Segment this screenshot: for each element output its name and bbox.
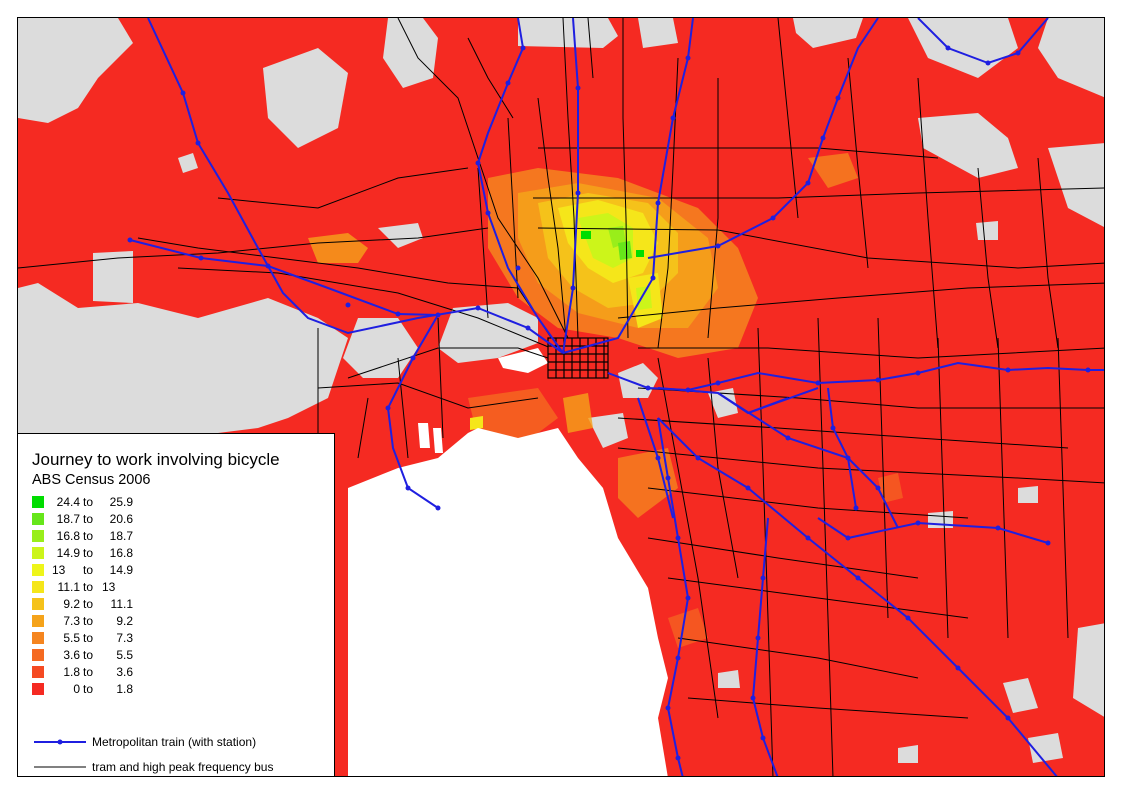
legend-class-high: 16.8	[109, 546, 133, 560]
legend-class-low: 14.9	[56, 546, 80, 560]
train-line-symbol	[34, 739, 86, 745]
legend-class-to: to	[83, 648, 94, 662]
legend-class: 11.1 to 13	[32, 580, 232, 594]
legend-train-label: Metropolitan train (with station)	[92, 735, 257, 749]
tram-line-symbol	[34, 766, 86, 768]
legend-class-low: 7.3	[63, 614, 80, 628]
legend-class-to: to	[83, 682, 94, 696]
legend-class: 3.6 to 5.5	[32, 648, 232, 662]
legend-title: Journey to work involving bicycle	[32, 450, 280, 469]
legend-class-low: 3.6	[63, 648, 80, 662]
legend-class-high: 7.3	[116, 631, 133, 645]
legend-tram-label: tram and high peak frequency bus	[92, 760, 274, 774]
legend-class-to: to	[83, 512, 94, 526]
legend-swatch	[32, 649, 44, 661]
legend-swatch	[32, 496, 44, 508]
legend-class-to: to	[83, 580, 94, 594]
legend-class: 24.4 to 25.9	[32, 495, 232, 509]
tram-bus-network	[18, 18, 1104, 776]
legend-swatch	[32, 513, 44, 525]
legend-swatch	[32, 564, 44, 576]
legend-class-low: 5.5	[63, 631, 80, 645]
legend-class-low: 13	[52, 563, 66, 577]
legend-class-to: to	[83, 529, 94, 543]
legend-class: 5.5 to 7.3	[32, 631, 232, 645]
legend-class-to: to	[83, 597, 94, 611]
legend-class-low: 0	[73, 682, 80, 696]
legend-class-high: 14.9	[109, 563, 133, 577]
legend-class: 13 to 14.9	[32, 563, 232, 577]
legend-class-to: to	[83, 546, 94, 560]
water-areas	[348, 348, 668, 776]
legend-class-high: 9.2	[116, 614, 133, 628]
legend-swatch	[32, 598, 44, 610]
legend-class-to: to	[83, 563, 94, 577]
legend-class-high: 25.9	[109, 495, 133, 509]
legend-class-to: to	[83, 614, 94, 628]
legend-swatch	[32, 581, 44, 593]
legend-swatch	[32, 683, 44, 695]
map-legend: Journey to work involving bicycle ABS Ce…	[17, 433, 335, 777]
legend-tram-row: tram and high peak frequency bus	[32, 759, 332, 775]
legend-class-high: 1.8	[116, 682, 133, 696]
legend-class-high: 11.1	[110, 597, 133, 611]
legend-class-high: 20.6	[109, 512, 133, 526]
legend-class-to: to	[83, 631, 94, 645]
legend-class-high: 3.6	[116, 665, 133, 679]
legend-class-low: 1.8	[63, 665, 80, 679]
legend-train-row: Metropolitan train (with station)	[32, 734, 332, 750]
legend-class: 14.9 to 16.8	[32, 546, 232, 560]
legend-swatch	[32, 547, 44, 559]
legend-class-low: 24.4	[56, 495, 80, 509]
legend-class: 1.8 to 3.6	[32, 665, 232, 679]
legend-class: 16.8 to 18.7	[32, 529, 232, 543]
legend-class-high: 5.5	[116, 648, 133, 662]
legend-class-to: to	[83, 495, 94, 509]
legend-class-low: 11.1	[57, 580, 80, 594]
legend-class: 0 to 1.8	[32, 682, 232, 696]
legend-class-high: 13	[102, 580, 116, 594]
legend-class-high: 18.7	[109, 529, 133, 543]
legend-class-low: 9.2	[63, 597, 80, 611]
train-stations	[127, 45, 1091, 761]
legend-class-to: to	[83, 665, 94, 679]
legend-class-low: 16.8	[56, 529, 80, 543]
no-data-areas	[18, 18, 1104, 763]
legend-subtitle: ABS Census 2006	[32, 472, 151, 488]
legend-swatch	[32, 666, 44, 678]
legend-swatch	[32, 615, 44, 627]
legend-class: 9.2 to 11.1	[32, 597, 232, 611]
legend-swatch	[32, 632, 44, 644]
legend-class: 18.7 to 20.6	[32, 512, 232, 526]
legend-class-low: 18.7	[56, 512, 80, 526]
legend-class: 7.3 to 9.2	[32, 614, 232, 628]
legend-swatch	[32, 530, 44, 542]
